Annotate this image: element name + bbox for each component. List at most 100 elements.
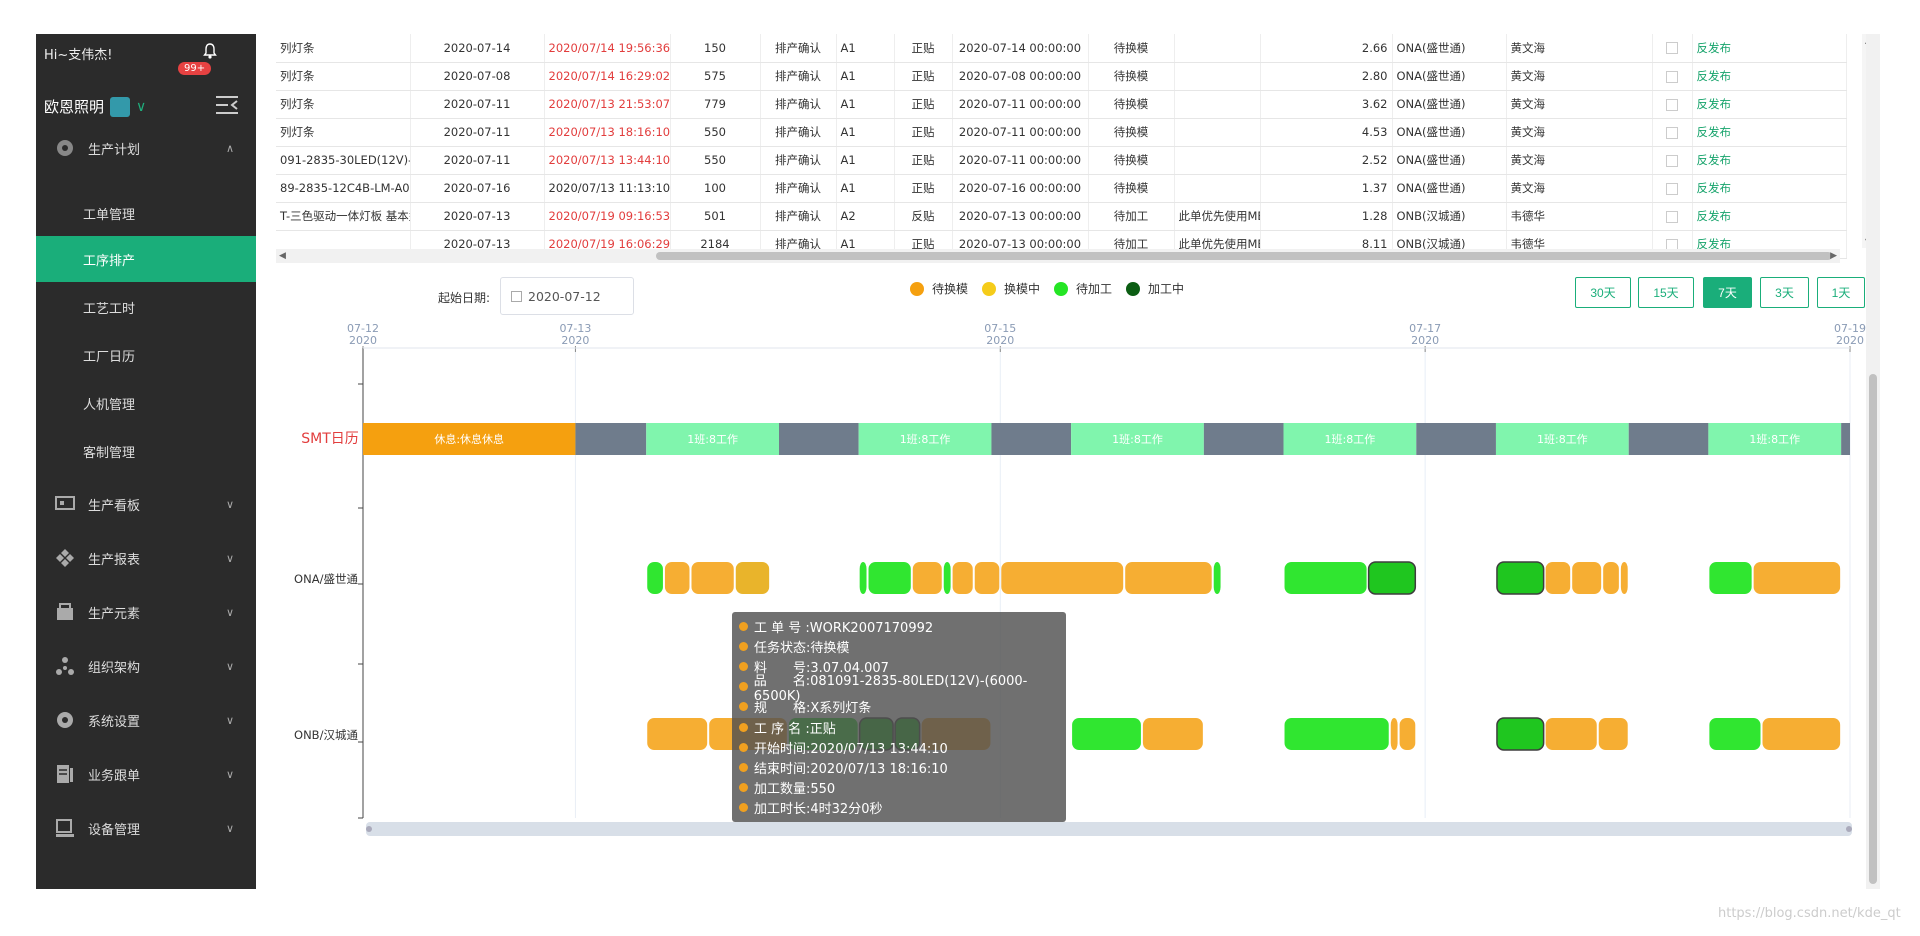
menu-item-production-report[interactable]: 生产报表 ∨ — [36, 538, 256, 578]
calendar-segment[interactable] — [1283, 423, 1417, 455]
gantt-task-bar[interactable] — [1496, 561, 1545, 595]
range-button[interactable]: 1天 — [1817, 277, 1865, 308]
checkbox[interactable] — [1666, 98, 1678, 111]
unpublish-link[interactable]: 反发布 — [1692, 90, 1847, 119]
calendar-segment[interactable] — [1841, 423, 1850, 455]
checkbox[interactable] — [1666, 154, 1678, 167]
gantt-task-bar[interactable] — [1709, 718, 1761, 750]
gantt-task-bar[interactable] — [1709, 562, 1752, 594]
menu-item-production-element[interactable]: 生产元素 ∨ — [36, 592, 256, 632]
calendar-segment[interactable] — [1708, 423, 1842, 455]
gantt-task-bar[interactable] — [1284, 562, 1367, 594]
gantt-task-bar[interactable] — [1572, 562, 1602, 594]
table-row[interactable]: 列灯条 2020-07-11 2020/07/13 21:53:07 779 排产确认 A… — [276, 90, 1847, 119]
row-checkbox[interactable] — [1652, 202, 1693, 231]
table-horizontal-scrollbar[interactable]: ◀ ▶ — [276, 249, 1840, 263]
legend-item[interactable]: 待换模 — [910, 280, 968, 297]
gantt-task-bar[interactable] — [1367, 561, 1417, 595]
zoom-handle-left[interactable] — [366, 826, 372, 832]
scroll-right-icon[interactable]: ▶ — [1830, 251, 1837, 261]
row-checkbox[interactable] — [1652, 118, 1693, 147]
calendar-segment[interactable] — [1071, 423, 1204, 455]
gantt-task-bar[interactable] — [952, 562, 973, 594]
scroll-left-icon[interactable]: ◀ — [279, 251, 286, 261]
table-row[interactable]: 091-2835-30LED(12V)-(6(2020-07-112020/07… — [276, 146, 1847, 175]
scrollbar-thumb[interactable] — [656, 252, 1832, 260]
gantt-task-bar[interactable] — [1390, 718, 1398, 750]
submenu-process-scheduling[interactable]: 工序排产 — [36, 236, 256, 282]
submenu-factory-calendar[interactable]: 工厂日历 — [83, 349, 136, 365]
table-row[interactable]: 列灯条 2020-07-11 2020/07/13 18:16:10 550 排产确认 A… — [276, 118, 1847, 147]
row-checkbox[interactable] — [1652, 62, 1693, 91]
menu-item-order-tracking[interactable]: 业务跟单 ∨ — [36, 754, 256, 794]
calendar-segment[interactable] — [1628, 423, 1709, 455]
unpublish-link[interactable]: 反发布 — [1692, 146, 1847, 175]
unpublish-link[interactable]: 反发布 — [1692, 34, 1847, 63]
zoom-handle-right[interactable] — [1846, 826, 1852, 832]
unpublish-link[interactable]: 反发布 — [1692, 174, 1847, 203]
row-checkbox[interactable] — [1652, 146, 1693, 175]
start-date-input[interactable]: 2020-07-12 — [500, 277, 634, 315]
page-scrollbar-thumb[interactable] — [1869, 374, 1877, 884]
range-button[interactable]: 30天 — [1575, 277, 1631, 308]
range-button[interactable]: 15天 — [1638, 277, 1694, 308]
menu-item-production-plan[interactable]: 生产计划 ∧ — [36, 128, 256, 168]
gantt-task-bar[interactable] — [1762, 718, 1841, 750]
range-button[interactable]: 3天 — [1760, 277, 1809, 308]
calendar-segment[interactable] — [363, 423, 576, 455]
menu-item-system-settings[interactable]: 系统设置 ∨ — [36, 700, 256, 740]
checkbox[interactable] — [1666, 182, 1678, 195]
gantt-task-bar[interactable] — [1284, 718, 1389, 750]
calendar-segment[interactable] — [575, 423, 647, 455]
submenu-work-order[interactable]: 工单管理 — [83, 207, 136, 223]
calendar-segment[interactable] — [779, 423, 859, 455]
gantt-task-bar[interactable] — [1496, 717, 1545, 751]
unpublish-link[interactable]: 反发布 — [1692, 118, 1847, 147]
collapse-menu-icon[interactable] — [214, 94, 240, 116]
gantt-task-bar[interactable] — [1125, 562, 1212, 594]
checkbox[interactable] — [1666, 70, 1678, 83]
gantt-task-bar[interactable] — [1213, 562, 1221, 594]
gantt-task-bar[interactable] — [1545, 718, 1597, 750]
gantt-task-bar[interactable] — [974, 562, 1000, 594]
submenu-process-hours[interactable]: 工艺工时 — [83, 301, 136, 317]
calendar-segment[interactable] — [858, 423, 992, 455]
checkbox[interactable] — [1666, 210, 1678, 223]
page-vertical-scrollbar[interactable] — [1866, 34, 1880, 889]
checkbox[interactable] — [1666, 126, 1678, 139]
submenu-man-machine[interactable]: 人机管理 — [83, 397, 136, 413]
company-switcher[interactable]: 欧恩照明 ∨ — [44, 96, 146, 117]
gantt-task-bar[interactable] — [647, 562, 663, 594]
legend-item[interactable]: 换模中 — [982, 280, 1040, 297]
table-row[interactable]: 列灯条 2020-07-14 2020/07/14 19:56:36 150 排产确认 A… — [276, 34, 1847, 63]
gantt-task-bar[interactable] — [912, 562, 942, 594]
gantt-task-bar[interactable] — [1603, 562, 1619, 594]
gantt-task-bar[interactable] — [1001, 562, 1124, 594]
gantt-task-bar[interactable] — [1545, 562, 1571, 594]
gantt-task-bar[interactable] — [735, 562, 770, 594]
gantt-task-bar[interactable] — [691, 562, 734, 594]
table-row[interactable]: T-三色驱动一体灯板 基本型 2020-07-13 2020/07/19 09:16… — [276, 202, 1847, 231]
gantt-task-bar[interactable] — [868, 562, 911, 594]
gantt-task-bar[interactable] — [664, 562, 690, 594]
menu-item-production-board[interactable]: 生产看板 ∨ — [36, 484, 256, 524]
table-row[interactable]: 89-2835-12C4B-LM-A0 (42020-07-162020/07/… — [276, 174, 1847, 203]
gantt-task-bar[interactable] — [647, 718, 708, 750]
unpublish-link[interactable]: 反发布 — [1692, 202, 1847, 231]
gantt-task-bar[interactable] — [1753, 562, 1841, 594]
calendar-segment[interactable] — [991, 423, 1072, 455]
checkbox[interactable] — [1666, 42, 1678, 55]
gantt-task-bar[interactable] — [859, 562, 867, 594]
gantt-task-bar[interactable] — [1399, 718, 1416, 750]
calendar-segment[interactable] — [1203, 423, 1284, 455]
bell-icon[interactable] — [202, 42, 218, 60]
table-row[interactable]: 列灯条 2020-07-08 2020/07/14 16:29:02 575 排产确认 A… — [276, 62, 1847, 91]
row-checkbox[interactable] — [1652, 174, 1693, 203]
legend-item[interactable]: 待加工 — [1054, 280, 1112, 297]
gantt-task-bar[interactable] — [1620, 562, 1628, 594]
row-checkbox[interactable] — [1652, 34, 1693, 63]
menu-item-organization[interactable]: 组织架构 ∨ — [36, 646, 256, 686]
range-button[interactable]: 7天 — [1703, 277, 1752, 308]
menu-item-device-management[interactable]: 设备管理 ∨ — [36, 808, 256, 848]
gantt-task-bar[interactable] — [1598, 718, 1628, 750]
